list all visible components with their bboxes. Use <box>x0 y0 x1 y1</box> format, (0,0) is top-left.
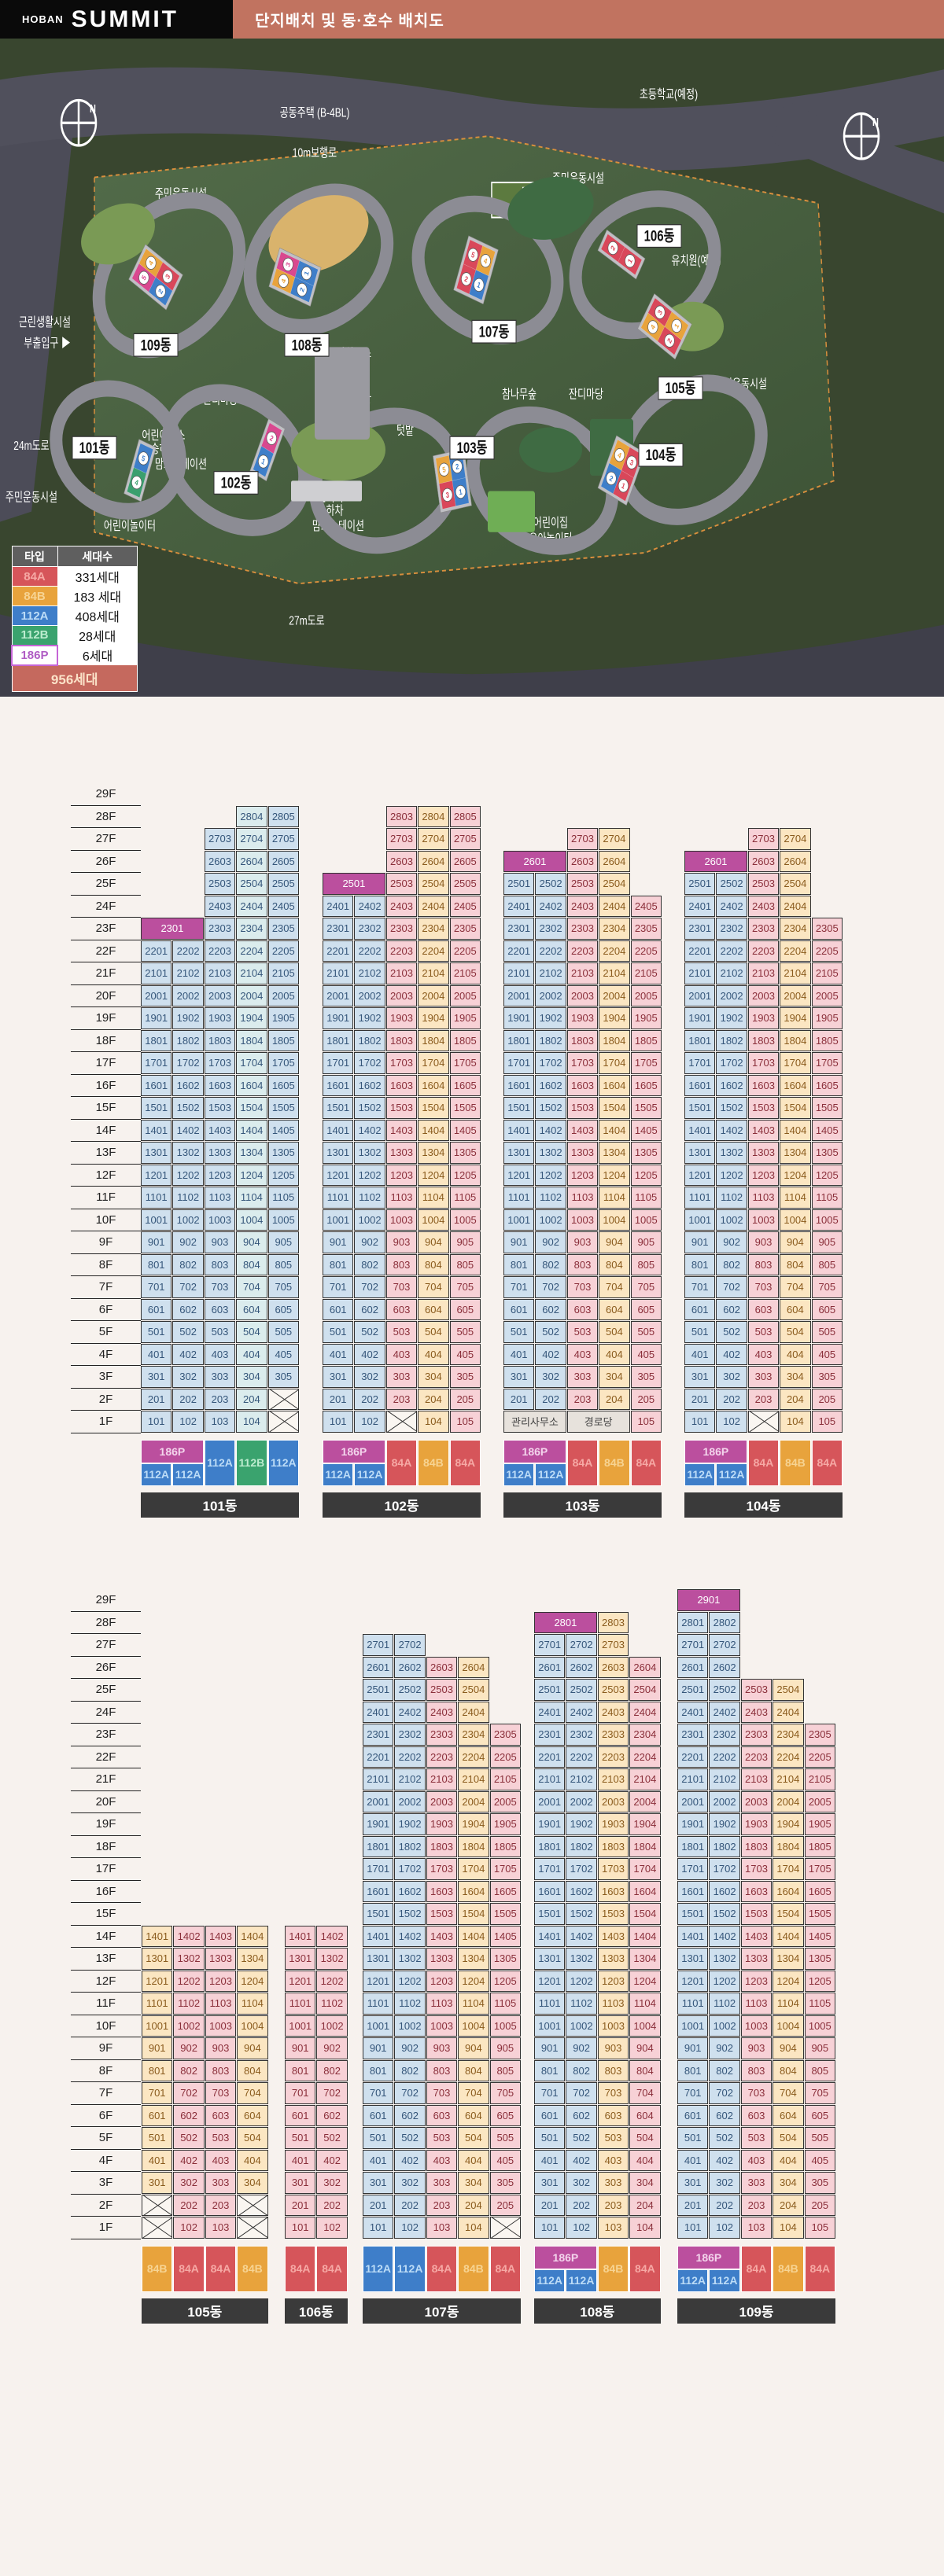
svg-text:근린생활시설: 근린생활시설 <box>19 315 71 329</box>
svg-text:N: N <box>872 116 879 129</box>
svg-text:주민운동시설: 주민운동시설 <box>6 490 57 504</box>
svg-text:109동: 109동 <box>141 336 171 353</box>
svg-text:102동: 102동 <box>221 474 252 491</box>
svg-text:참나무숲: 참나무숲 <box>502 387 537 401</box>
svg-text:어린이집: 어린이집 <box>533 516 568 530</box>
svg-text:10m보행로: 10m보행로 <box>293 145 337 160</box>
svg-text:101동: 101동 <box>79 439 110 456</box>
svg-text:잔디마당: 잔디마당 <box>569 387 603 401</box>
svg-text:108동: 108동 <box>292 336 323 353</box>
svg-text:104동: 104동 <box>646 446 677 463</box>
svg-text:초등학교(예정): 초등학교(예정) <box>640 86 698 101</box>
svg-text:103동: 103동 <box>457 439 488 456</box>
svg-text:공동주택 (B-4BL): 공동주택 (B-4BL) <box>280 105 350 120</box>
svg-text:105동: 105동 <box>666 379 696 396</box>
svg-text:27m도로: 27m도로 <box>289 613 325 627</box>
svg-text:어린이놀이터: 어린이놀이터 <box>104 519 156 533</box>
svg-text:부출입구 ▶: 부출입구 ▶ <box>24 336 70 350</box>
svg-text:24m도로: 24m도로 <box>13 439 50 453</box>
svg-text:107동: 107동 <box>479 322 510 340</box>
svg-text:106동: 106동 <box>644 227 675 245</box>
svg-text:N: N <box>90 102 96 116</box>
